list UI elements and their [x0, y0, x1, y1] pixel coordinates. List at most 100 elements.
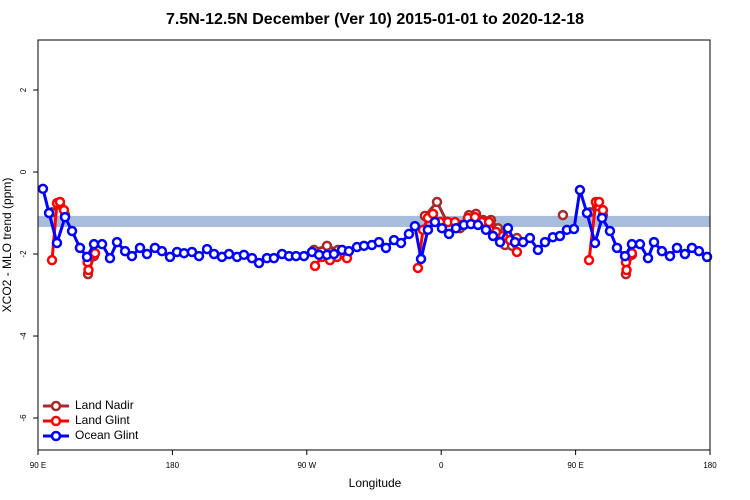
data-point — [321, 240, 333, 252]
data-point — [611, 242, 623, 254]
data-point — [81, 251, 93, 263]
data-point — [596, 212, 608, 224]
legend-marker — [50, 400, 62, 412]
x-tick-label: 0 — [439, 461, 444, 470]
data-point — [59, 211, 71, 223]
data-point — [593, 196, 605, 208]
data-point — [246, 252, 258, 264]
data-point — [37, 183, 49, 195]
data-point — [253, 257, 265, 269]
data-point — [656, 245, 668, 257]
y-tick-label: -6 — [19, 414, 28, 422]
data-point — [642, 252, 654, 264]
data-point — [574, 184, 586, 196]
data-point — [472, 219, 484, 231]
data-point — [141, 248, 153, 260]
data-point — [539, 236, 551, 248]
x-tick-label: 90 W — [297, 461, 316, 470]
data-point — [568, 223, 580, 235]
x-tick-label: 90 E — [30, 461, 46, 470]
data-point — [619, 250, 631, 262]
x-axis-label: Longitude — [349, 476, 402, 490]
data-point — [88, 238, 100, 250]
y-axis-label: XCO2 - MLO trend (ppm) — [0, 178, 14, 313]
legend-marker — [50, 415, 62, 427]
data-point — [238, 249, 250, 261]
data-point — [46, 254, 58, 266]
data-point — [494, 236, 506, 248]
data-point — [412, 262, 424, 274]
x-tick-label: 90 E — [567, 461, 583, 470]
data-point — [557, 209, 569, 221]
data-point — [431, 196, 443, 208]
data-point — [693, 245, 705, 257]
data-point — [509, 236, 521, 248]
reference-band — [38, 215, 710, 227]
data-point — [524, 232, 536, 244]
data-point — [634, 238, 646, 250]
y-tick-label: 0 — [19, 169, 28, 174]
data-point — [427, 208, 439, 220]
data-point — [648, 236, 660, 248]
y-tick-label: -2 — [19, 250, 28, 258]
y-tick-label: -4 — [19, 332, 28, 340]
data-point — [604, 225, 616, 237]
data-point — [487, 230, 499, 242]
data-point — [422, 224, 434, 236]
data-point — [66, 225, 78, 237]
data-point — [134, 242, 146, 254]
data-point — [415, 253, 427, 265]
data-point — [679, 248, 691, 260]
data-point — [96, 238, 108, 250]
data-point — [621, 264, 632, 276]
data-point — [43, 207, 55, 219]
data-point — [119, 245, 131, 257]
data-point — [626, 238, 638, 250]
legend-label: Land Glint — [75, 413, 130, 427]
data-point — [701, 251, 713, 263]
data-point — [436, 222, 448, 234]
data-point — [671, 242, 683, 254]
data-point — [164, 251, 176, 263]
data-point — [54, 196, 66, 208]
data-point — [74, 242, 86, 254]
data-point — [581, 207, 593, 219]
data-point — [201, 243, 213, 255]
data-point — [156, 245, 168, 257]
data-point — [409, 220, 421, 232]
data-point — [343, 245, 355, 257]
data-point — [403, 228, 415, 240]
data-point — [51, 237, 63, 249]
series-line — [50, 200, 634, 272]
data-point — [373, 236, 385, 248]
data-point — [268, 252, 280, 264]
plot-frame — [37, 39, 711, 451]
data-point — [589, 237, 601, 249]
data-point — [395, 237, 407, 249]
x-tick-label: 180 — [703, 461, 717, 470]
chart-title: 7.5N-12.5N December (Ver 10) 2015-01-01 … — [166, 11, 584, 28]
y-tick-label: 2 — [19, 87, 28, 92]
data-point — [309, 260, 321, 272]
data-point — [443, 228, 455, 240]
data-point — [328, 248, 340, 260]
data-point — [502, 222, 514, 234]
data-point — [178, 247, 190, 259]
data-point — [480, 224, 492, 236]
data-point — [429, 216, 441, 228]
data-point — [298, 250, 310, 262]
data-point — [126, 250, 138, 262]
legend-marker — [50, 430, 62, 442]
data-point — [532, 244, 544, 256]
data-point — [511, 246, 523, 258]
data-point — [104, 252, 116, 264]
legend-label: Ocean Glint — [75, 428, 139, 442]
data-point — [193, 250, 205, 262]
data-point — [583, 254, 595, 266]
data-point — [380, 242, 392, 254]
data-point — [83, 264, 94, 276]
data-point — [111, 236, 123, 248]
legend-label: Land Nadir — [75, 398, 134, 412]
data-point — [223, 248, 235, 260]
